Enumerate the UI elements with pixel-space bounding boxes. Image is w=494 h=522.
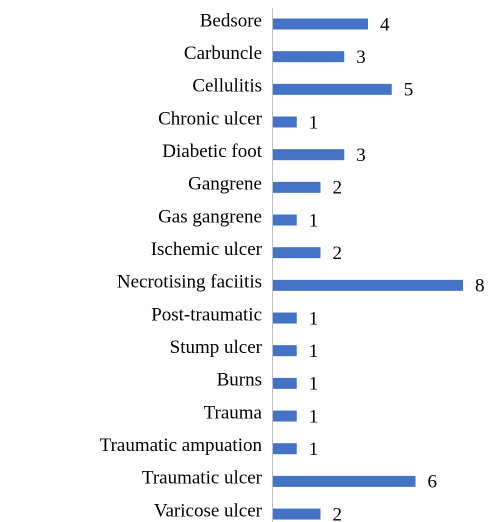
category-label: Burns [217, 370, 262, 391]
data-label: 1 [309, 112, 319, 133]
data-label: 2 [333, 243, 343, 264]
data-label: 1 [309, 406, 319, 427]
category-label: Bedsore [200, 10, 262, 31]
data-label: 5 [404, 80, 414, 101]
bar [273, 377, 297, 389]
category-label: Gas gangrene [158, 206, 262, 227]
bar [273, 475, 416, 487]
category-label: Chronic ulcer [158, 108, 263, 129]
data-label: 4 [380, 14, 390, 35]
data-label: 3 [356, 47, 366, 68]
data-label: 2 [333, 504, 343, 522]
bar [273, 83, 392, 95]
data-label: 1 [309, 374, 319, 395]
bar [273, 181, 321, 193]
bar [273, 18, 368, 30]
data-label: 1 [309, 210, 319, 231]
bar [273, 345, 297, 357]
category-label: Traumatic ampuation [100, 435, 263, 456]
bar [273, 443, 297, 455]
category-label: Carbuncle [184, 43, 262, 64]
category-label: Ischemic ulcer [151, 239, 263, 260]
bar [273, 247, 321, 259]
bar [273, 279, 463, 291]
bar [273, 149, 345, 161]
bar [273, 51, 345, 63]
data-label: 6 [428, 472, 438, 493]
data-label: 1 [309, 439, 319, 460]
bar [273, 410, 297, 422]
category-label: Cellulitis [192, 76, 262, 97]
data-label: 1 [309, 341, 319, 362]
category-label: Gangrene [188, 174, 262, 195]
category-label: Diabetic foot [162, 141, 262, 162]
bar [273, 116, 297, 128]
category-label: Necrotising faciitis [117, 272, 262, 293]
category-label: Trauma [204, 402, 263, 423]
category-label: Stump ulcer [170, 337, 263, 358]
data-label: 1 [309, 308, 319, 329]
category-label: Traumatic ulcer [142, 468, 263, 489]
data-label: 8 [475, 276, 485, 297]
data-label: 2 [333, 178, 343, 199]
data-label: 3 [356, 145, 366, 166]
bar [273, 508, 321, 520]
category-label: Varicose ulcer [154, 500, 263, 521]
bar [273, 214, 297, 226]
bar [273, 312, 297, 324]
category-label: Post-traumatic [151, 304, 262, 325]
